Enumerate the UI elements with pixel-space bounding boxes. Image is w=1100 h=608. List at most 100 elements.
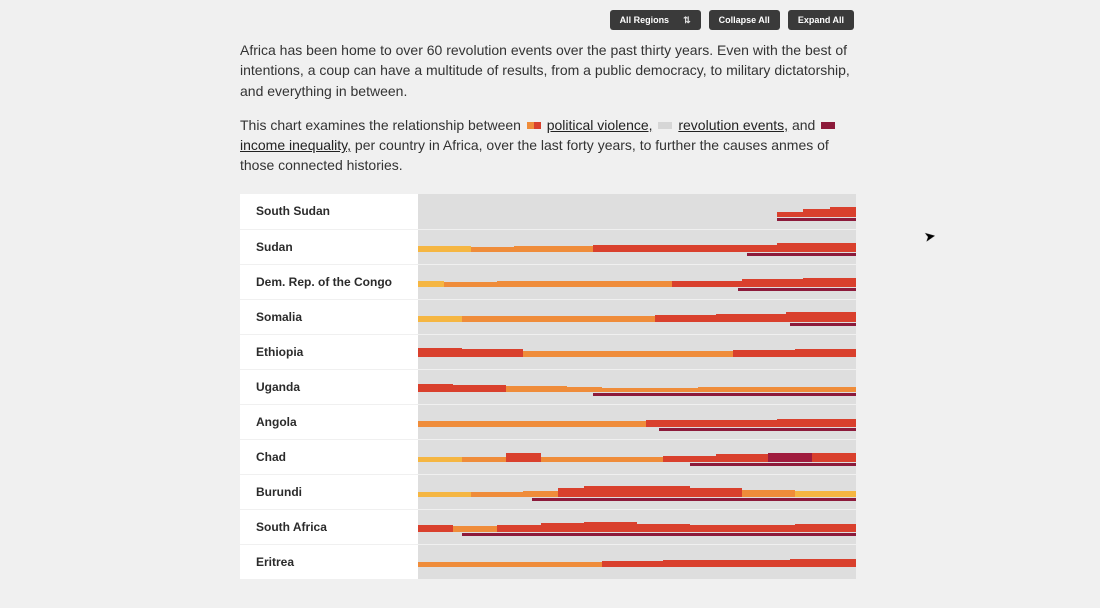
country-label: South Africa [240, 510, 418, 544]
intro-paragraph-2: This chart examines the relationship bet… [240, 115, 860, 176]
country-row[interactable]: South Sudan [240, 194, 856, 229]
violence-segment [418, 457, 462, 462]
country-row[interactable]: Uganda [240, 369, 856, 404]
violence-segment [742, 525, 795, 532]
violence-segment [777, 419, 856, 427]
violence-segment [541, 523, 585, 532]
legend-income[interactable]: income inequality, [240, 137, 351, 153]
country-bars [418, 370, 856, 404]
country-label: Chad [240, 440, 418, 474]
legend-revolution[interactable]: revolution events, [678, 117, 788, 133]
violence-segment [444, 282, 497, 287]
violence-segment [768, 453, 812, 462]
violence-segment [637, 486, 690, 497]
country-bars [418, 440, 856, 474]
violence-segment [681, 245, 777, 252]
chevron-updown-icon: ⇅ [683, 16, 691, 25]
violence-segment [497, 281, 585, 287]
violence-segment [541, 457, 602, 462]
violence-segment [418, 525, 453, 532]
collapse-all-button[interactable]: Collapse All [709, 10, 780, 30]
violence-segment [777, 243, 856, 252]
intro-paragraph-1: Africa has been home to over 60 revoluti… [240, 40, 860, 101]
violence-segment [418, 492, 471, 497]
violence-segment [471, 247, 515, 252]
gini-line [593, 393, 856, 396]
country-label: Angola [240, 405, 418, 439]
violence-segment [663, 560, 724, 567]
expand-all-button[interactable]: Expand All [788, 10, 854, 30]
violence-segment [790, 559, 856, 567]
violence-segment [663, 456, 716, 462]
violence-segment [418, 562, 479, 567]
region-select-label: All Regions [620, 15, 670, 25]
country-row[interactable]: Chad [240, 439, 856, 474]
violence-segment [584, 522, 637, 532]
country-label: Ethiopia [240, 335, 418, 369]
country-row[interactable]: Eritrea [240, 544, 856, 579]
country-row[interactable]: Sudan [240, 229, 856, 264]
country-label: Dem. Rep. of the Congo [240, 265, 418, 299]
violence-segment [523, 421, 584, 427]
violence-segment [418, 316, 462, 322]
violence-segment [690, 488, 743, 497]
country-row[interactable]: Angola [240, 404, 856, 439]
country-label: South Sudan [240, 194, 418, 229]
violence-segment [462, 316, 523, 322]
violence-segment [593, 245, 681, 252]
violence-segment [733, 350, 794, 357]
violence-segment [584, 486, 637, 497]
gini-line [462, 533, 856, 536]
gini-line [659, 428, 856, 431]
country-row[interactable]: Ethiopia [240, 334, 856, 369]
violence-segment [584, 281, 672, 287]
violence-segment [471, 492, 524, 497]
country-label: Burundi [240, 475, 418, 509]
country-label: Eritrea [240, 545, 418, 579]
violence-segment [742, 279, 803, 287]
violence-segment [602, 457, 663, 462]
country-bars [418, 405, 856, 439]
violence-segment [742, 490, 795, 497]
violence-segment [418, 246, 471, 252]
violence-segment [795, 524, 856, 532]
violence-segment [672, 351, 733, 357]
violence-segment [602, 561, 663, 567]
gini-line [690, 463, 856, 466]
violence-segment [725, 560, 791, 567]
income-swatch-icon [821, 122, 835, 129]
violence-segment [567, 387, 602, 392]
country-bars [418, 194, 856, 229]
violence-segment [602, 351, 672, 357]
violence-segment [506, 453, 541, 462]
country-row[interactable]: Dem. Rep. of the Congo [240, 264, 856, 299]
scroll-viewport[interactable]: All Regions ⇅ Collapse All Expand All Af… [0, 0, 1084, 608]
violence-segment [453, 526, 497, 532]
violence-segment [541, 562, 602, 567]
violence-segment [453, 385, 506, 392]
country-row[interactable]: Somalia [240, 299, 856, 334]
violence-segment [637, 524, 690, 532]
country-row[interactable]: Burundi [240, 474, 856, 509]
country-row[interactable]: South Africa [240, 509, 856, 544]
country-bars [418, 265, 856, 299]
violence-segment [602, 388, 698, 392]
violence-segment [523, 491, 558, 497]
country-bars [418, 475, 856, 509]
violence-segment [418, 348, 462, 357]
violence-segment [716, 454, 769, 462]
legend-violence[interactable]: political violence, [547, 117, 653, 133]
violence-segment [698, 387, 777, 392]
violence-segment [812, 453, 856, 462]
violence-segment [786, 312, 856, 322]
violence-segment [479, 562, 540, 567]
country-bars [418, 230, 856, 264]
toolbar: All Regions ⇅ Collapse All Expand All [0, 0, 1084, 40]
country-label: Uganda [240, 370, 418, 404]
region-select[interactable]: All Regions ⇅ [610, 10, 701, 30]
violence-segment [418, 421, 471, 427]
violence-segment [506, 386, 567, 392]
violence-swatch-icon [527, 122, 541, 129]
violence-segment [558, 488, 584, 497]
violence-segment [462, 457, 506, 462]
